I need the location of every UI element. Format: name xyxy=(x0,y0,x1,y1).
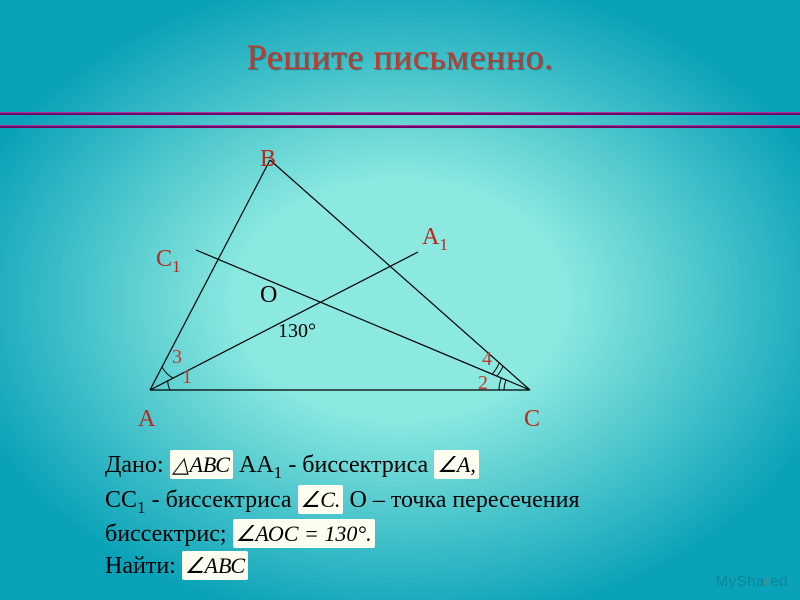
watermark: MyShared xyxy=(716,573,788,590)
angle-a: ∠А, xyxy=(434,450,479,479)
divider-bottom xyxy=(0,125,800,128)
angle-aoc-eq: ∠АОС = 130°. xyxy=(233,519,375,548)
text-o-point: О – точка пересечения xyxy=(343,487,579,513)
given-label: Дано: xyxy=(105,452,170,478)
vertex-label-C1: С1 xyxy=(156,246,181,277)
vertex-label-C: С xyxy=(524,406,540,433)
vertex-label-O: О xyxy=(260,282,277,309)
sub-1b: 1 xyxy=(137,497,146,516)
text-aa1: АА xyxy=(233,452,274,478)
angle-abc: ∠АВС xyxy=(182,551,248,580)
text-cc1: СС xyxy=(105,487,137,513)
angle-mark-1: 1 xyxy=(182,366,192,389)
angle-c: ∠С. xyxy=(298,485,344,514)
diagram-svg xyxy=(120,150,640,430)
problem-line-3: биссектрис; ∠АОС = 130°. xyxy=(105,519,695,551)
text-bisectors: биссектрис; xyxy=(105,521,233,547)
slide-title: Решите письменно. xyxy=(0,36,800,78)
vertex-label-B: В xyxy=(260,146,276,173)
triangle-abc: △АВС xyxy=(170,450,233,479)
text-bisector-c: - биссектриса xyxy=(146,487,298,513)
angle-mark-2: 2 xyxy=(478,372,488,395)
angle-center-value: 130° xyxy=(278,320,316,343)
vertex-label-A1: А1 xyxy=(422,224,448,255)
geometry-diagram: АВСА1С1О1324130° xyxy=(120,150,640,430)
text-bisector-a: - биссектриса xyxy=(282,452,434,478)
problem-line-2: СС1 - биссектриса ∠С. О – точка пересече… xyxy=(105,485,695,520)
problem-line-1: Дано: △АВС АА1 - биссектриса ∠А, xyxy=(105,450,695,485)
slide-root: Решите письменно. АВСА1С1О1324130° Дано:… xyxy=(0,0,800,600)
problem-text: Дано: △АВС АА1 - биссектриса ∠А, СС1 - б… xyxy=(105,450,695,583)
angle-mark-3: 3 xyxy=(172,346,182,369)
find-label: Найти: xyxy=(105,553,182,579)
vertex-label-A: А xyxy=(138,406,155,433)
problem-line-4: Найти: ∠АВС xyxy=(105,551,695,583)
angle-mark-4: 4 xyxy=(482,348,492,371)
divider-top xyxy=(0,112,800,115)
